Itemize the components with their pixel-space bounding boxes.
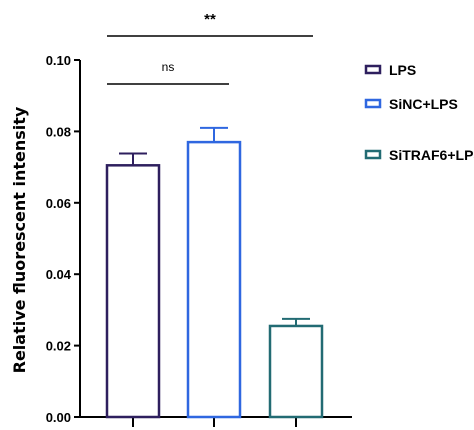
legend-label-1: SiNC+LPS — [389, 96, 458, 112]
y-axis-ticks: 0.00 0.02 0.04 0.06 0.08 0.10 — [46, 53, 80, 425]
y-tick-label-2: 0.04 — [46, 267, 72, 282]
y-tick-label-1: 0.02 — [46, 339, 71, 354]
y-tick-label-0: 0.00 — [46, 410, 71, 425]
bar-0 — [105, 164, 161, 419]
bars — [105, 140, 324, 419]
y-tick-label-4: 0.08 — [46, 124, 71, 139]
legend-swatch-2 — [364, 149, 382, 160]
y-tick-label-3: 0.06 — [46, 196, 71, 211]
significance-annotations: ns ** — [107, 11, 313, 85]
bar-2 — [268, 324, 324, 419]
y-axis-label: Relative fluorescent intensity — [10, 106, 29, 373]
legend-swatch-0 — [364, 64, 382, 75]
legend-swatch-1 — [364, 98, 382, 109]
significance-label-0: ns — [162, 60, 175, 74]
legend-label-0: LPS — [389, 62, 416, 78]
y-axis-label-group: Relative fluorescent intensity — [10, 106, 29, 373]
y-tick-label-5: 0.10 — [46, 53, 71, 68]
legend-label-2: SiTRAF6+LPS — [389, 147, 474, 163]
significance-label-1: ** — [204, 11, 216, 28]
bar-1 — [186, 140, 242, 419]
error-bars — [119, 126, 310, 326]
legend: LPS SiNC+LPS SiTRAF6+LPS — [364, 62, 474, 163]
